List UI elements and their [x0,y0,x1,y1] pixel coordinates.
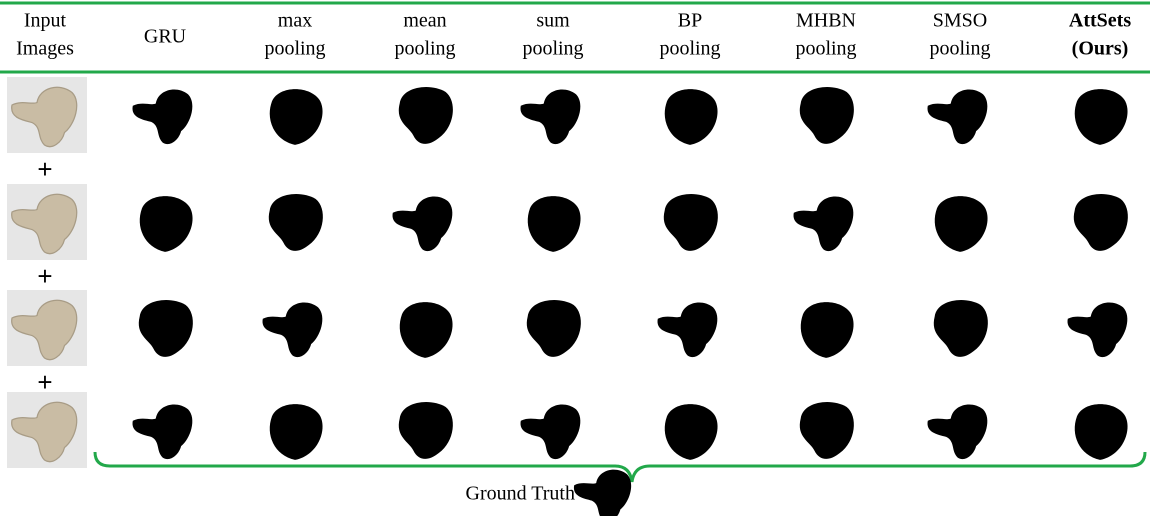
reconstruction-shape [799,402,854,459]
reconstruction-shape [526,300,581,357]
reconstruction-shape [268,194,323,251]
column-header: (Ours) [1072,38,1129,60]
reconstruction-shape [269,404,323,460]
reconstruction-shape [933,300,988,357]
plus-sign: + [37,154,52,184]
ground-truth-label: Ground Truth [466,483,575,505]
column-header: AttSets [1069,10,1131,32]
column-header: Images [16,38,74,60]
reconstruction-shape [793,196,854,252]
reconstruction-shape [927,89,988,145]
reconstruction-shape [1074,89,1128,145]
reconstruction-shape [1073,194,1128,251]
reconstruction-shape [138,300,193,357]
reconstruction-shape [527,196,581,252]
reconstruction-shape [398,402,453,459]
reconstruction-shape [1067,302,1128,358]
column-header: pooling [659,38,720,60]
reconstruction-shape [262,302,323,358]
column-header: MHBN [796,10,856,32]
reconstruction-shape [269,89,323,145]
reconstruction-shape [934,196,988,252]
column-header: Input [24,10,67,32]
column-header: BP [678,10,702,32]
column-header: mean [403,10,446,32]
column-header: pooling [394,38,455,60]
reconstruction-shape [139,196,193,252]
column-header: GRU [144,26,187,48]
column-header: max [278,10,312,32]
brace [93,451,1147,483]
plus-sign: + [37,261,52,291]
column-header: SMSO [933,10,987,32]
reconstruction-shape [1074,404,1128,460]
reconstruction-shape [927,404,988,460]
reconstruction-shape [800,302,854,358]
reconstruction-shape [664,404,718,460]
ground-truth-shape [573,469,632,516]
reconstruction-shape [132,89,193,145]
reconstruction-shape [392,196,453,252]
reconstruction-shape [520,89,581,145]
column-header: pooling [264,38,325,60]
reconstruction-shape [520,404,581,460]
reconstruction-shape [399,302,453,358]
reconstruction-shape [132,404,193,460]
reconstruction-shape [657,302,718,358]
column-header: pooling [795,38,856,60]
column-header: pooling [929,38,990,60]
column-header: pooling [522,38,583,60]
reconstruction-shape [663,194,718,251]
plus-sign: + [37,367,52,397]
reconstruction-shape [799,87,854,144]
reconstruction-shape [398,87,453,144]
reconstruction-shape [664,89,718,145]
column-header: sum [536,10,570,32]
